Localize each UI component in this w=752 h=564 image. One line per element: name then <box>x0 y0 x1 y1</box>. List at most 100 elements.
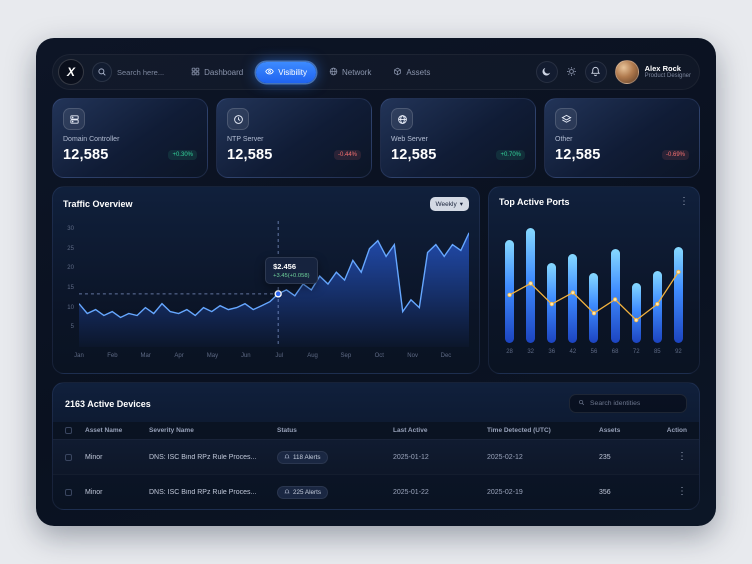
status-text: 118 Alerts <box>293 453 321 461</box>
stat-label: Domain Controller <box>63 136 120 143</box>
identities-search-input[interactable]: Search identities <box>569 394 687 413</box>
x-tick-label: May <box>206 353 219 359</box>
y-tick-label: 25 <box>67 245 74 252</box>
column-header: Last Active <box>393 427 428 434</box>
stat-change-badge: +0.70% <box>496 150 525 160</box>
column-header: Time Detected (UTC) <box>487 427 551 434</box>
nav-label: Assets <box>406 67 431 77</box>
traffic-area <box>78 232 469 347</box>
cell-assets: 356 <box>599 488 611 496</box>
status-badge: 225 Alerts <box>277 485 329 499</box>
range-select[interactable]: Weekly ▾ <box>429 197 469 211</box>
port-bar-column[interactable] <box>605 217 626 343</box>
user-info: Alex Rock Product Designer <box>645 64 691 81</box>
port-bar-column[interactable] <box>668 217 689 343</box>
port-bar-column[interactable] <box>583 217 604 343</box>
nav-assets[interactable]: Assets <box>384 62 439 83</box>
port-bar <box>568 253 578 343</box>
theme-toggle-button[interactable] <box>535 61 558 83</box>
chart-tooltip: $2.456 +3.45(+0.058) <box>265 256 318 284</box>
stat-card-domain-controller[interactable]: Domain Controller 12,585 +0.30% <box>52 98 208 178</box>
port-bar-column[interactable] <box>562 217 583 343</box>
x-tick-label: Nov <box>407 353 418 359</box>
nav-visibility[interactable]: Visibility <box>256 61 316 83</box>
traffic-chart[interactable]: $2.456 +3.45(+0.058) <box>78 221 469 347</box>
cell-assets: 235 <box>599 453 611 461</box>
cell-last-active: 2025-01-12 <box>393 453 429 461</box>
tooltip-value: $2.456 <box>273 261 297 271</box>
nav-label: Dashboard <box>204 67 244 77</box>
cell-time-detected: 2025-02-12 <box>487 453 523 461</box>
gear-icon <box>566 65 577 80</box>
user-role: Product Designer <box>644 72 691 79</box>
cell-time-detected: 2025-02-19 <box>487 488 523 496</box>
port-tick-label: 85 <box>653 349 661 355</box>
logo[interactable]: X <box>58 59 84 85</box>
logo-text: X <box>66 65 75 79</box>
clock-icon <box>227 108 249 130</box>
ports-chart <box>499 217 689 343</box>
traffic-x-axis: Jan Feb Mar Apr May Jun Jul Aug Sep Oct Nov Dec <box>74 351 469 363</box>
row-actions-icon[interactable]: ⋮ <box>677 486 687 497</box>
main-nav: Dashboard Visibility Network Assets <box>182 61 439 83</box>
x-tick-label: Oct <box>374 353 384 359</box>
x-tick-label: Sep <box>340 353 352 359</box>
port-bar <box>631 283 641 343</box>
port-bar-column[interactable] <box>647 217 668 343</box>
grid-icon <box>191 67 200 78</box>
port-bar-column[interactable] <box>499 217 520 343</box>
x-tick-label: Feb <box>107 353 118 359</box>
more-options-icon[interactable]: ⋮ <box>679 196 689 207</box>
row-actions-icon[interactable]: ⋮ <box>677 451 687 462</box>
search-bar[interactable]: Search here... <box>92 62 164 82</box>
search-icon <box>578 399 585 408</box>
nav-dashboard[interactable]: Dashboard <box>182 62 252 83</box>
moon-icon <box>541 65 552 80</box>
table-header: Asset Name Severity Name Status Last Act… <box>53 422 699 439</box>
settings-button[interactable] <box>566 65 577 80</box>
stat-change-badge: +0.30% <box>168 150 197 160</box>
range-label: Weekly <box>435 200 457 208</box>
x-tick-label: Jun <box>240 353 251 359</box>
cube-icon <box>393 67 402 78</box>
port-tick-label: 42 <box>569 349 577 355</box>
x-tick-label: Mar <box>140 353 151 359</box>
port-bar-column[interactable] <box>520 217 541 343</box>
port-bar-column[interactable] <box>541 217 562 343</box>
port-bar-column[interactable] <box>626 217 647 343</box>
stat-value: 12,585 <box>63 147 109 163</box>
y-tick-label: 15 <box>67 284 74 291</box>
column-header: Status <box>277 427 297 434</box>
stat-value: 12,585 <box>391 147 437 163</box>
y-tick-label: 10 <box>67 304 74 311</box>
row-checkbox[interactable] <box>65 453 72 461</box>
port-bar <box>673 246 683 343</box>
nav-label: Network <box>342 67 372 77</box>
stat-card-web-server[interactable]: Web Server 12,585 +0.70% <box>380 98 536 178</box>
active-devices-panel: 2163 Active Devices Search identities As… <box>52 382 700 510</box>
x-tick-label: Jan <box>74 353 84 359</box>
table-row: Minor DNS: ISC Bind RPz Rule Proces... 1… <box>53 439 699 474</box>
dashboard: X Search here... Dashboard Visibility Ne… <box>36 38 716 526</box>
port-bar <box>610 249 620 343</box>
row-checkbox[interactable] <box>65 488 72 496</box>
topbar: X Search here... Dashboard Visibility Ne… <box>52 54 700 90</box>
nav-label: Visibility <box>278 67 307 77</box>
select-all-checkbox[interactable] <box>65 427 72 434</box>
stat-card-other[interactable]: Other 12,585 -0.69% <box>544 98 700 178</box>
ports-bars <box>499 217 689 343</box>
port-tick-label: 68 <box>611 349 619 355</box>
stat-card-ntp-server[interactable]: NTP Server 12,585 -0.44% <box>216 98 372 178</box>
cell-severity-name: DNS: ISC Bind RPz Rule Proces... <box>149 488 257 496</box>
stat-change-badge: -0.44% <box>333 150 361 160</box>
tooltip-delta: +3.45(+0.058) <box>273 272 310 279</box>
column-header: Action <box>666 427 687 434</box>
user-menu[interactable]: Alex Rock Product Designer <box>614 60 691 84</box>
x-tick-label: Jul <box>275 353 283 359</box>
nav-network[interactable]: Network <box>320 62 380 83</box>
topbar-actions: Alex Rock Product Designer <box>535 60 691 84</box>
x-tick-label: Aug <box>307 353 318 359</box>
notifications-button[interactable] <box>584 61 607 83</box>
port-bar <box>547 262 557 343</box>
stat-value: 12,585 <box>555 147 601 163</box>
